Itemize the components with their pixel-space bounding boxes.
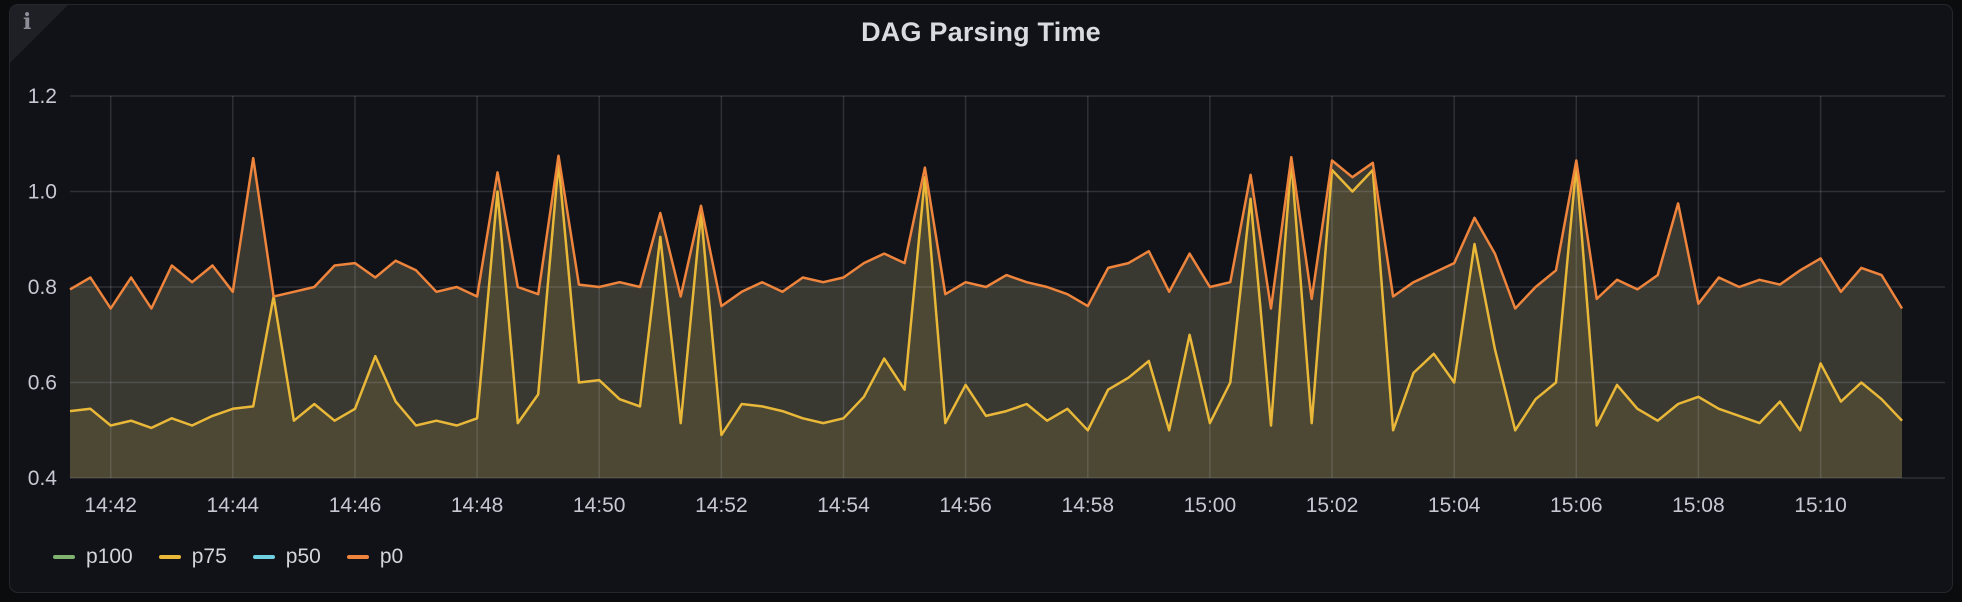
legend-swatch-p75	[158, 555, 181, 559]
panel-title[interactable]: DAG Parsing Time	[861, 17, 1101, 47]
x-tick-label: 14:56	[939, 494, 992, 517]
x-tick-label: 14:42	[84, 494, 137, 517]
y-tick-label: 1.0	[28, 181, 57, 204]
y-tick-label: 0.8	[28, 276, 57, 299]
y-tick-label: 1.2	[28, 85, 57, 108]
legend-label-p75: p75	[191, 545, 227, 568]
info-icon[interactable]: i	[23, 9, 32, 35]
legend-item-p50[interactable]: p50	[252, 545, 321, 569]
x-tick-label: 14:54	[817, 494, 870, 517]
area-p75	[70, 160, 1902, 478]
legend-label-p100: p100	[86, 545, 133, 568]
series-lines	[69, 154, 1904, 437]
line-p0	[69, 154, 1904, 310]
y-tick-labels: 0.4 0.6 0.8 1.0 1.2	[28, 85, 58, 490]
x-tick-label: 15:02	[1306, 494, 1359, 517]
legend-swatch-p100	[53, 555, 75, 559]
y-tick-label: 0.4	[28, 467, 58, 490]
x-tick-label: 15:04	[1428, 494, 1481, 517]
x-tick-label: 15:06	[1550, 494, 1603, 517]
x-tick-label: 14:48	[451, 494, 504, 517]
series-areas	[70, 155, 1902, 478]
x-tick-labels: 14:42 14:44 14:46 14:48 14:50 14:52 14:54 14:56…	[84, 494, 1846, 517]
legend-item-p75[interactable]: p75	[158, 545, 227, 569]
legend-item-p100[interactable]: p100	[53, 545, 133, 569]
x-tick-label: 14:50	[573, 494, 626, 517]
x-tick-label: 14:52	[695, 494, 748, 517]
legend-swatch-p50	[252, 555, 275, 559]
legend: p100 p75 p50 p0	[53, 543, 403, 571]
line-p75	[69, 159, 1903, 437]
x-tick-label: 14:46	[329, 494, 382, 517]
x-tick-label: 15:00	[1184, 494, 1237, 517]
legend-item-p0[interactable]: p0	[346, 545, 404, 569]
y-tick-label: 0.6	[28, 372, 57, 395]
x-tick-label: 14:58	[1062, 494, 1115, 517]
legend-label-p0: p0	[379, 545, 404, 568]
gridlines	[70, 95, 1945, 479]
x-tick-label: 15:10	[1794, 494, 1847, 517]
legend-label-p50: p50	[285, 545, 321, 568]
panel-info-corner[interactable]	[10, 5, 68, 63]
x-tick-label: 15:08	[1672, 494, 1725, 517]
legend-swatch-p0	[346, 555, 369, 559]
x-tick-label: 14:44	[207, 494, 260, 517]
